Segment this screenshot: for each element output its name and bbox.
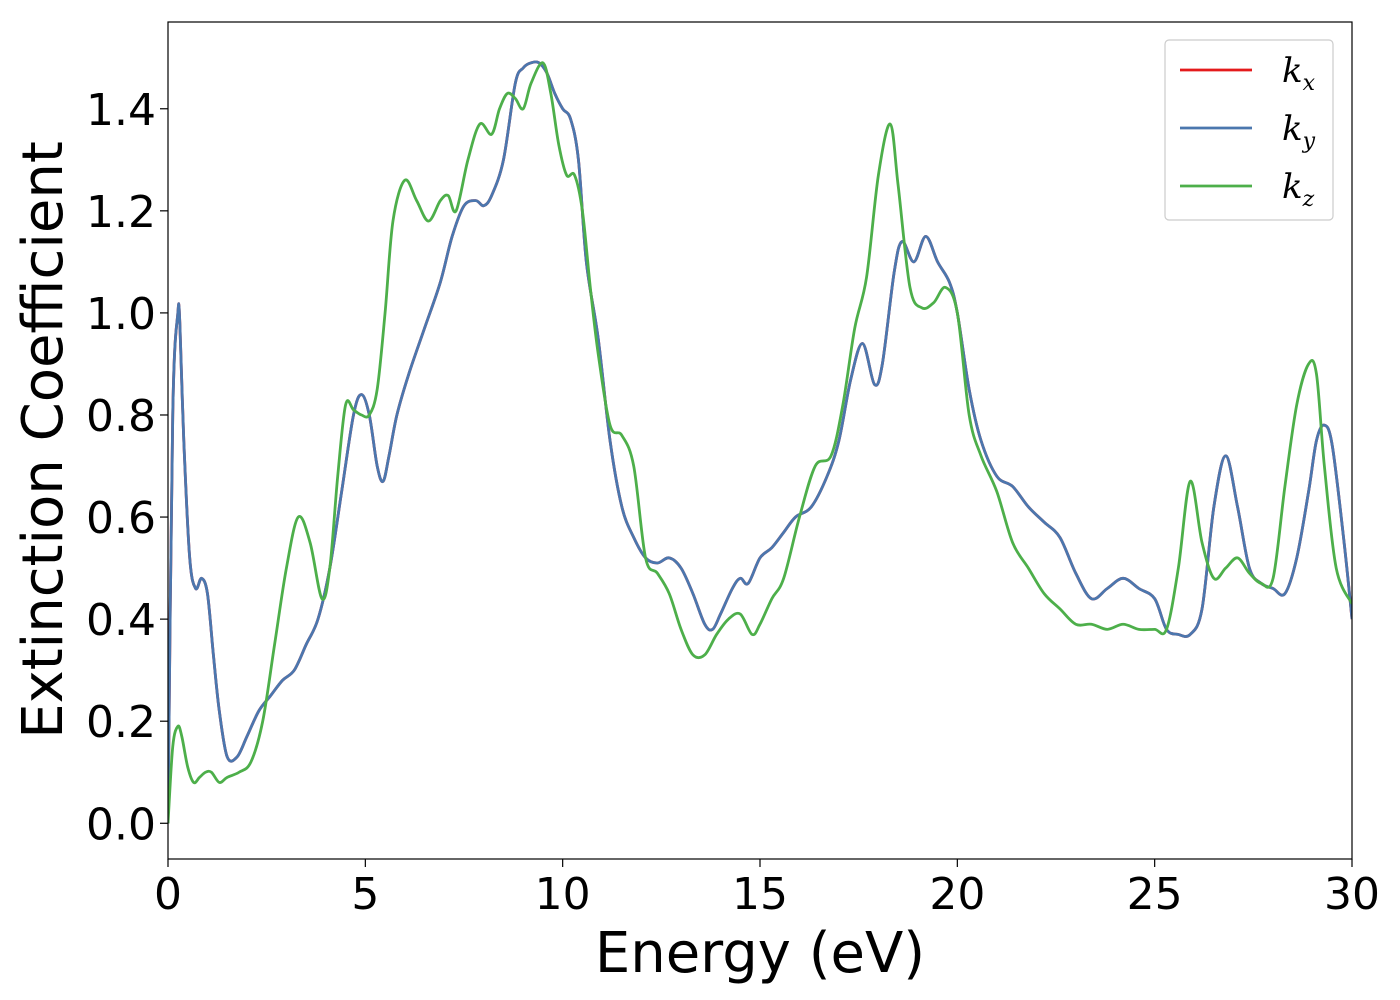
legend-label-subscript: z [1302, 187, 1315, 212]
x-axis-title: Energy (eV) [595, 921, 925, 986]
plot-lines [168, 60, 1352, 824]
y-axis-title: Extinction Coefficient [11, 141, 76, 739]
y-tick-label: 0.6 [86, 493, 156, 544]
x-tick-label: 10 [535, 869, 591, 920]
legend-label-base: k [1282, 109, 1303, 149]
y-tick-label: 0.2 [86, 697, 156, 748]
x-tick-label: 30 [1324, 869, 1380, 920]
y-tick-label: 1.4 [86, 85, 156, 136]
series-line-z [168, 61, 1352, 824]
y-tick-label: 1.2 [86, 187, 156, 238]
x-tick-label: 0 [154, 869, 182, 920]
legend-label: kx [1282, 51, 1316, 96]
x-axis: 0 5 10 15 20 25 30 [154, 859, 1380, 920]
legend-box [1164, 39, 1334, 221]
legend-label-subscript: y [1302, 129, 1316, 154]
y-tick-label: 0.0 [86, 799, 156, 850]
x-tick-label: 15 [732, 869, 788, 920]
legend-label: kz [1282, 167, 1315, 212]
legend-label-base: k [1282, 167, 1303, 207]
legend-label-subscript: x [1303, 71, 1316, 96]
legend-label: ky [1282, 109, 1316, 154]
y-tick-label: 0.8 [86, 391, 156, 442]
legend-label-base: k [1282, 51, 1303, 91]
series-line-y [168, 60, 1352, 824]
x-tick-label: 5 [351, 869, 379, 920]
x-tick-label: 25 [1127, 869, 1183, 920]
y-tick-label: 1.0 [86, 289, 156, 340]
y-tick-label: 0.4 [86, 595, 156, 646]
y-axis: 0.0 0.2 0.4 0.6 0.8 1.0 1.2 1.4 [86, 85, 168, 850]
x-tick-label: 20 [929, 869, 985, 920]
